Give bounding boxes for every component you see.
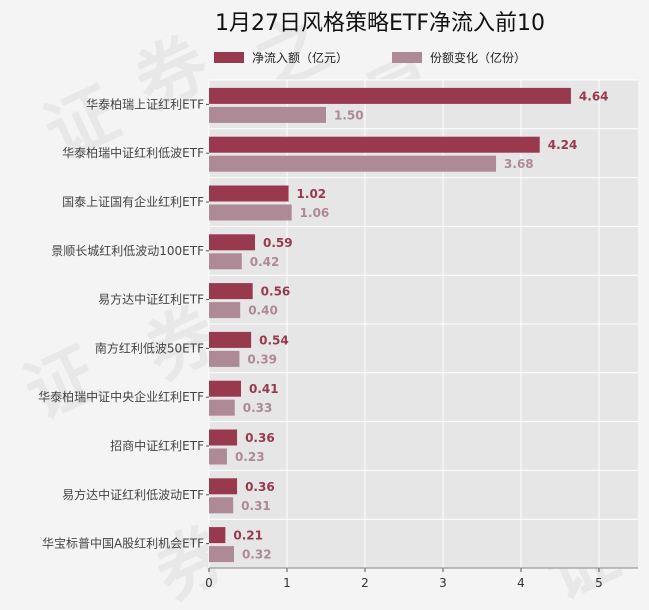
chart-title: 1月27日风格策略ETF净流入前10 (215, 11, 545, 36)
data-label-share-change: 0.42 (250, 255, 280, 269)
category-label: 景顺长城红利低波动100ETF (51, 243, 204, 258)
category-label: 易方达中证红利低波动ETF (62, 487, 204, 502)
data-label-share-change: 1.06 (300, 206, 330, 220)
x-tick-label: 0 (205, 576, 213, 590)
bar-share-change (209, 106, 326, 123)
category-label: 国泰上证国有企业红利ETF (62, 194, 204, 209)
bar-share-change (209, 546, 234, 563)
bar-net-inflow (209, 380, 241, 397)
category-label: 华泰柏瑞上证红利ETF (86, 96, 204, 111)
bar-layer (209, 87, 571, 563)
bar-share-change (209, 253, 242, 270)
data-label-share-change: 0.32 (242, 548, 272, 562)
bar-net-inflow (209, 234, 256, 251)
data-label-share-change: 0.40 (248, 304, 278, 318)
data-label-net-inflow: 0.56 (261, 285, 291, 299)
bar-share-change (209, 350, 240, 367)
bar-share-change (209, 497, 234, 514)
data-label-share-change: 0.31 (241, 499, 271, 513)
data-label-net-inflow: 0.21 (233, 529, 263, 543)
bar-net-inflow (209, 185, 289, 202)
data-label-net-inflow: 0.59 (263, 236, 293, 250)
data-label-net-inflow: 0.36 (245, 431, 275, 445)
data-label-net-inflow: 0.36 (245, 480, 275, 494)
label-layer: 华泰柏瑞上证红利ETF 4.64 1.50 华泰柏瑞中证红利低波ETF 4.24 3.68… (38, 89, 608, 561)
x-tick-label: 3 (439, 576, 447, 590)
data-label-share-change: 3.68 (504, 157, 534, 171)
bar-share-change (209, 302, 241, 319)
data-label-share-change: 0.33 (243, 401, 273, 415)
legend-swatch (214, 52, 244, 63)
data-label-share-change: 1.50 (334, 108, 364, 122)
data-label-net-inflow: 1.02 (297, 187, 327, 201)
data-label-share-change: 0.23 (235, 450, 265, 464)
legend-label: 净流入额（亿元） (252, 50, 348, 65)
bar-share-change (209, 448, 227, 465)
x-tick-label: 4 (517, 576, 525, 590)
data-label-net-inflow: 4.64 (579, 89, 609, 103)
bar-net-inflow (209, 283, 253, 300)
bar-net-inflow (209, 331, 252, 348)
legend: 净流入额（亿元） 份额变化（亿份） (214, 50, 526, 65)
category-label: 南方红利低波50ETF (95, 340, 204, 355)
legend-label: 份额变化（亿份） (430, 50, 526, 65)
bar-share-change (209, 399, 235, 416)
bar-net-inflow (209, 87, 571, 104)
category-label: 华泰柏瑞中证红利低波ETF (62, 145, 204, 160)
bar-net-inflow (209, 527, 226, 544)
bar-share-change (209, 204, 292, 221)
category-label: 华泰柏瑞中证中央企业红利ETF (38, 389, 204, 404)
category-label: 华宝标普中国A股红利机会ETF (42, 536, 204, 551)
data-label-share-change: 0.39 (247, 352, 277, 366)
category-label: 招商中证红利ETF (110, 438, 204, 453)
data-label-net-inflow: 4.24 (548, 138, 578, 152)
bar-net-inflow (209, 136, 540, 153)
data-label-net-inflow: 0.54 (259, 333, 289, 347)
x-tick-label: 2 (361, 576, 369, 590)
bar-net-inflow (209, 429, 238, 446)
category-label: 易方达中证红利ETF (98, 292, 204, 307)
x-tick-label: 5 (595, 576, 603, 590)
bar-net-inflow (209, 478, 238, 495)
legend-swatch (392, 52, 422, 63)
bar-share-change (209, 155, 497, 172)
x-tick-label: 1 (283, 576, 291, 590)
data-label-net-inflow: 0.41 (249, 382, 279, 396)
